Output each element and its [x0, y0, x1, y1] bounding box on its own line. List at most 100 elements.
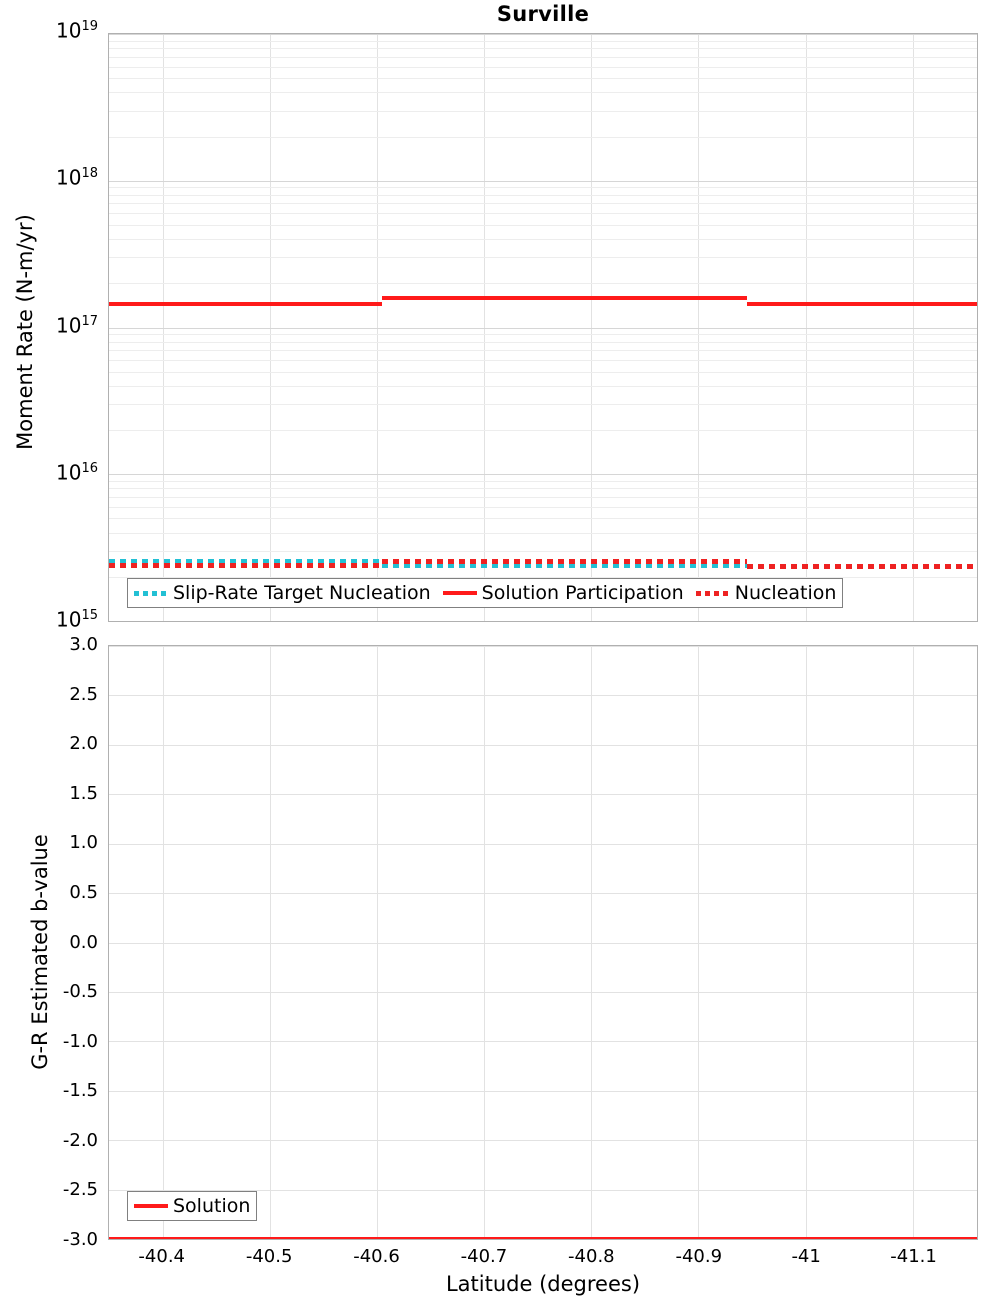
grid-line-horizontal — [109, 136, 977, 138]
grid-line-horizontal — [109, 646, 977, 647]
y-axis-label-bottom: G-R Estimated b-value — [28, 834, 52, 1070]
grid-line-horizontal — [109, 180, 977, 182]
y-tick-label-bottom: 0.5 — [69, 881, 98, 903]
grid-line-horizontal — [109, 430, 977, 432]
grid-line-horizontal — [109, 1189, 977, 1191]
grid-line-horizontal — [109, 34, 977, 35]
grid-line-horizontal — [109, 695, 977, 697]
legend-label: Solution — [173, 1194, 251, 1217]
y-tick-label-bottom: -0.5 — [62, 981, 98, 1003]
moment-rate-plot-area — [108, 33, 978, 622]
grid-line-horizontal — [109, 360, 977, 362]
legend-label: Slip-Rate Target Nucleation — [173, 581, 431, 604]
y-tick-label-bottom: -2.5 — [62, 1179, 98, 1201]
y-tick-label-top: 1016 — [56, 460, 98, 485]
data-series-segment — [382, 295, 747, 300]
grid-line-horizontal — [109, 66, 977, 68]
grid-line-horizontal — [109, 576, 977, 578]
x-tick-label: -40.9 — [675, 1246, 723, 1267]
grid-line-horizontal — [109, 518, 977, 520]
legend-label: Solution Participation — [481, 581, 684, 604]
legend-line-swatch-icon — [134, 590, 168, 596]
legend-entry[interactable]: Solution Participation — [442, 581, 684, 604]
grid-line-horizontal — [109, 327, 977, 329]
grid-line-horizontal — [109, 1090, 977, 1092]
legend-top[interactable]: Slip-Rate Target Nucleation Solution Part… — [127, 578, 844, 608]
grid-lines-top — [109, 34, 977, 621]
grid-line-horizontal — [109, 257, 977, 259]
grid-line-horizontal — [109, 1140, 977, 1142]
y-tick-label-bottom: 2.0 — [69, 733, 98, 755]
grid-line-horizontal — [109, 621, 977, 622]
data-lines-bottom — [109, 646, 977, 1239]
data-lines-top — [109, 34, 977, 621]
data-series-segment — [109, 562, 383, 568]
data-series-segment — [109, 1237, 977, 1239]
legend-entry[interactable]: Solution — [134, 1194, 251, 1217]
grid-line-horizontal — [109, 40, 977, 42]
grid-line-horizontal — [109, 203, 977, 205]
grid-line-horizontal — [109, 239, 977, 241]
x-tick-label: -41.1 — [890, 1246, 937, 1267]
grid-line-horizontal — [109, 532, 977, 534]
data-series-segment — [746, 564, 977, 570]
legend-bottom[interactable]: Solution — [127, 1191, 258, 1221]
grid-line-horizontal — [109, 496, 977, 498]
x-tick-label: -40.8 — [568, 1246, 615, 1267]
grid-line-horizontal — [109, 506, 977, 508]
grid-line-horizontal — [109, 480, 977, 482]
y-axis-label-top: Moment Rate (N-m/yr) — [13, 214, 37, 450]
x-tick-label: -40.7 — [460, 1246, 508, 1267]
grid-line-horizontal — [109, 550, 977, 552]
legend-line-swatch-icon — [442, 591, 477, 595]
legend-entry[interactable]: Nucleation — [695, 581, 837, 604]
grid-lines-bottom — [109, 646, 977, 1239]
grid-line-horizontal — [109, 350, 977, 352]
grid-line-horizontal — [109, 1041, 977, 1043]
grid-line-horizontal — [109, 991, 977, 993]
legend-line-swatch-icon — [134, 1204, 168, 1208]
x-tick-label: -40.4 — [138, 1246, 185, 1267]
x-axis-label: Latitude (degrees) — [445, 1272, 641, 1296]
y-tick-label-bottom: -1.5 — [62, 1080, 98, 1102]
x-tick-label: -40.5 — [245, 1246, 293, 1267]
grid-line-horizontal — [109, 794, 977, 796]
grid-line-horizontal — [109, 744, 977, 746]
b-value-plot-area — [108, 645, 978, 1240]
y-tick-label-top: 1018 — [56, 165, 98, 190]
data-series-segment — [382, 562, 747, 568]
grid-line-horizontal — [109, 843, 977, 845]
grid-line-horizontal — [109, 283, 977, 285]
grid-line-horizontal — [109, 404, 977, 406]
x-tick-label: -40.6 — [353, 1246, 400, 1267]
data-series-segment — [109, 301, 383, 306]
grid-line-horizontal — [109, 371, 977, 373]
y-tick-label-bottom: -1.0 — [62, 1030, 98, 1052]
data-series-segment — [382, 558, 747, 564]
y-tick-label-top: 1017 — [56, 313, 98, 338]
grid-line-horizontal — [109, 194, 977, 196]
grid-line-horizontal — [109, 56, 977, 58]
y-tick-label-top: 1015 — [56, 607, 98, 632]
grid-line-horizontal — [109, 893, 977, 895]
legend-line-swatch-icon — [695, 590, 730, 596]
legend-entry[interactable]: Slip-Rate Target Nucleation — [134, 581, 431, 604]
page-title: Surville — [496, 2, 590, 26]
legend-label: Nucleation — [734, 581, 837, 604]
grid-line-horizontal — [109, 488, 977, 490]
y-tick-label-bottom: 1.0 — [69, 832, 98, 854]
y-tick-label-bottom: -2.0 — [62, 1129, 98, 1151]
y-tick-label-bottom: 1.5 — [69, 782, 98, 804]
grid-line-horizontal — [109, 385, 977, 387]
grid-line-horizontal — [109, 1239, 977, 1240]
grid-line-horizontal — [109, 110, 977, 112]
grid-line-horizontal — [109, 474, 977, 476]
y-tick-label-bottom: 2.5 — [69, 683, 98, 705]
data-series-segment — [109, 558, 383, 564]
grid-line-horizontal — [109, 224, 977, 226]
grid-line-horizontal — [109, 187, 977, 189]
grid-line-horizontal — [109, 213, 977, 215]
grid-line-horizontal — [109, 341, 977, 343]
y-tick-label-top: 1019 — [56, 18, 98, 43]
